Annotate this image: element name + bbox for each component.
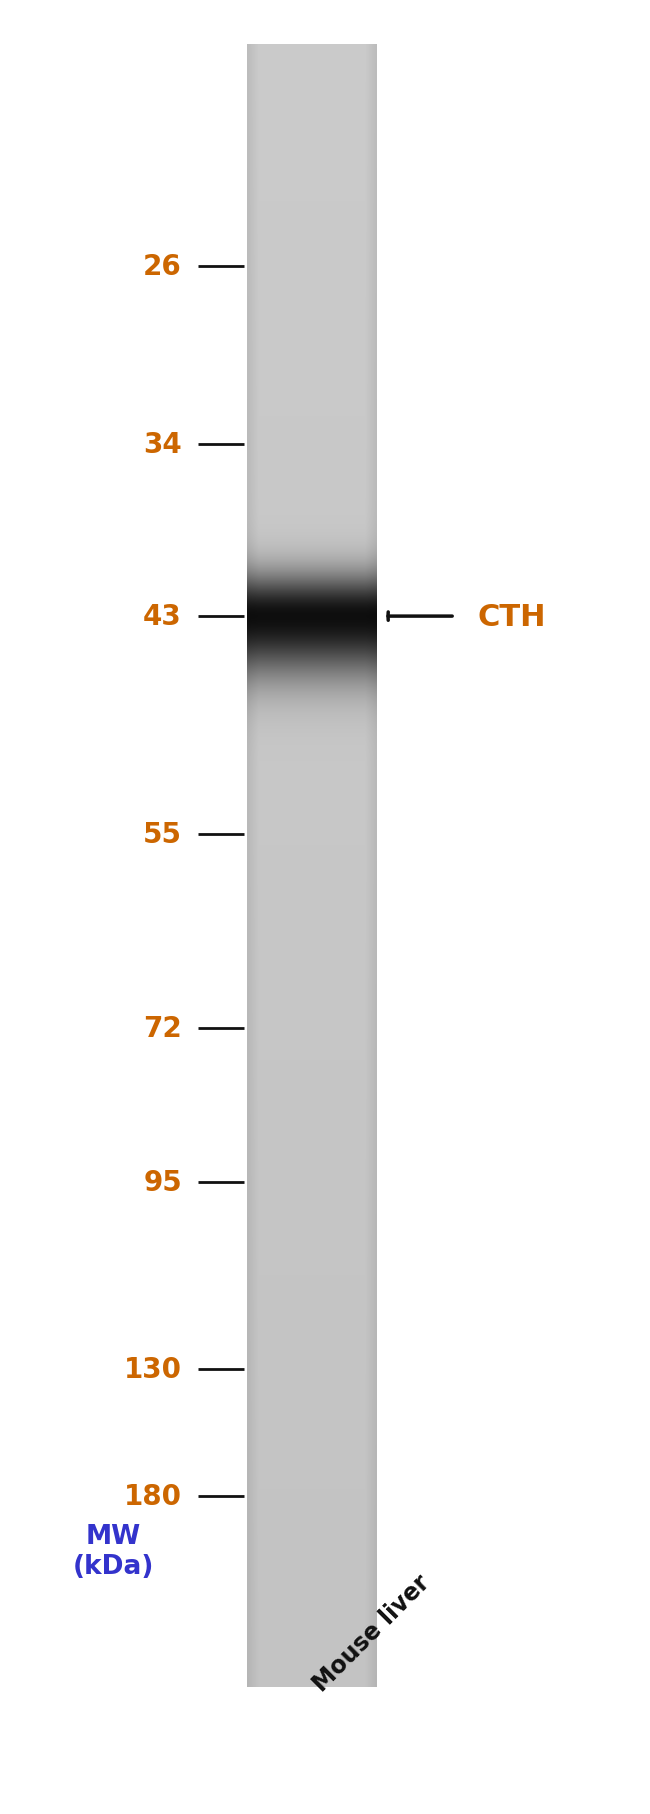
- Text: 34: 34: [143, 430, 182, 459]
- Text: CTH: CTH: [478, 602, 546, 631]
- Text: 72: 72: [143, 1014, 182, 1043]
- Text: 180: 180: [124, 1482, 182, 1511]
- Text: 130: 130: [124, 1355, 182, 1384]
- Text: 43: 43: [143, 602, 182, 631]
- Text: 55: 55: [143, 820, 182, 849]
- Text: 26: 26: [143, 252, 182, 281]
- Text: Mouse liver: Mouse liver: [309, 1571, 435, 1696]
- Text: 95: 95: [143, 1168, 182, 1197]
- Text: MW
(kDa): MW (kDa): [73, 1524, 155, 1578]
